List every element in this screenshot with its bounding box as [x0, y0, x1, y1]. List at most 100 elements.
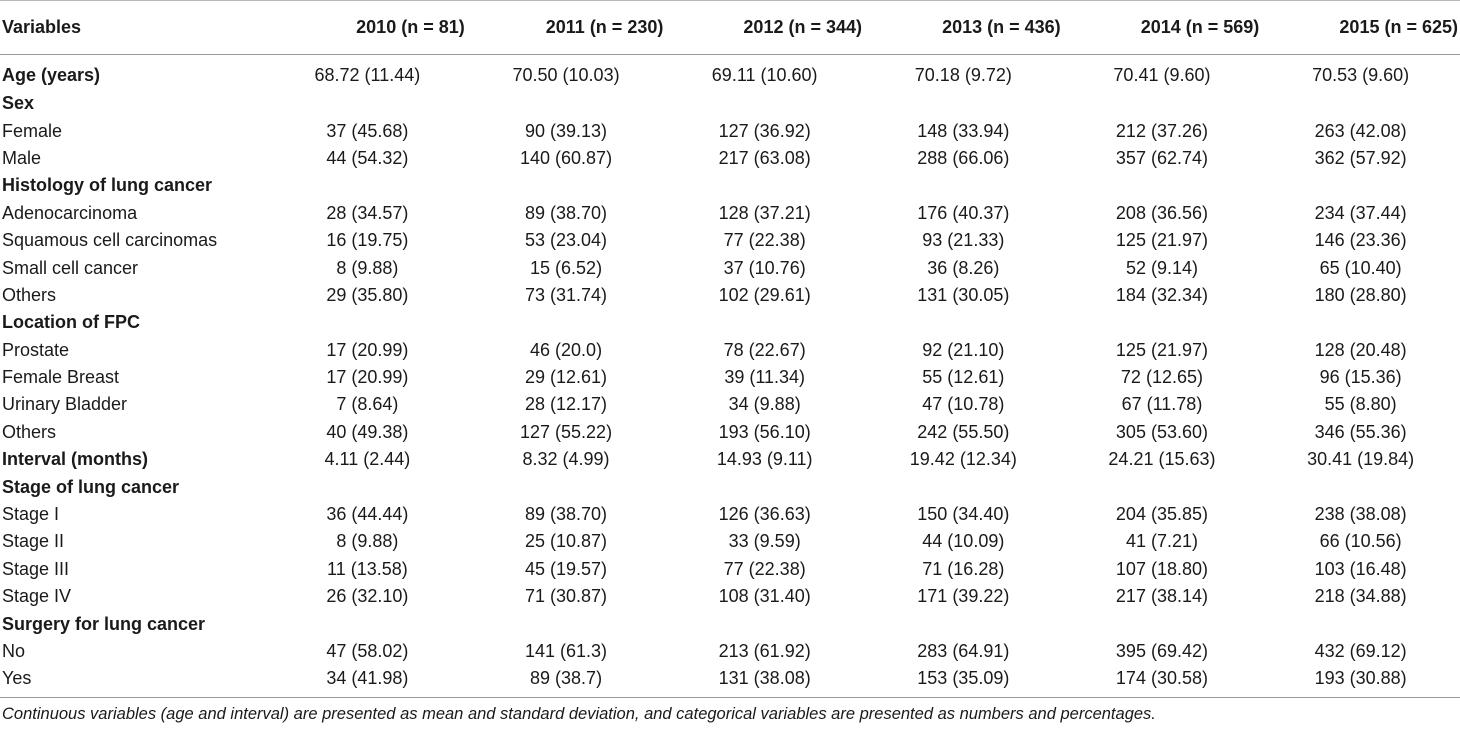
column-header-variables: Variables: [0, 0, 269, 55]
table-cell: 89 (38.7): [466, 665, 666, 698]
table-cell: 92 (21.10): [922, 339, 1005, 360]
table-row: Others 40 (49.38) 127 (55.22) 193 (56.10) 24…: [0, 419, 1460, 446]
table-cell: [864, 172, 1063, 199]
table-cell: 176 (40.37): [917, 202, 1010, 223]
table-cell: 29 (35.80): [326, 284, 409, 305]
table-cell: [467, 172, 666, 199]
column-header-2011: 2011 (n = 230): [466, 0, 666, 55]
table-cell: 70.53 (9.60): [1312, 65, 1410, 85]
table-cell: 45 (19.57): [525, 558, 608, 579]
table-cell: 174 (30.58): [1062, 665, 1262, 698]
table-row: Male 44 (54.32) 140 (60.87) 217 (63.08) 288 …: [0, 145, 1460, 172]
table-cell: [268, 172, 467, 199]
table-cell: 70.50 (10.03): [512, 65, 620, 85]
column-header-2015: 2015 (n = 625): [1261, 0, 1460, 55]
table-cell: 44 (10.09): [922, 531, 1005, 552]
table-cell: 4.11 (2.44): [324, 449, 411, 470]
row-label: Age (years): [2, 65, 101, 85]
table-row: Female Breast 17 (20.99) 29 (12.61) 39 (11.…: [0, 364, 1460, 391]
row-label: Female: [2, 120, 63, 141]
table-row: Adenocarcinoma 28 (34.57) 89 (38.70) 128 (3…: [0, 200, 1460, 227]
row-label: Stage III: [2, 558, 70, 579]
column-header-2012: 2012 (n = 344): [665, 0, 864, 55]
table-cell: 15 (6.52): [530, 257, 603, 278]
table-cell: 71 (16.28): [922, 558, 1005, 579]
table-cell: 362 (57.92): [1314, 147, 1407, 168]
table-cell: 305 (53.60): [1115, 421, 1208, 442]
table-cell: 238 (38.08): [1314, 504, 1407, 525]
table-cell: 44 (54.32): [326, 147, 409, 168]
row-label: Female Breast: [2, 367, 120, 388]
table-cell: 30.41 (19.84): [1307, 449, 1415, 470]
table-cell: 126 (36.63): [718, 504, 811, 525]
table-cell: [665, 309, 864, 336]
header-row: Variables 2010 (n = 81) 2011 (n = 230) 2…: [0, 0, 1460, 55]
table-cell: 89 (38.70): [525, 202, 608, 223]
table-cell: 8 (9.88): [336, 257, 399, 278]
table-cell: [1261, 172, 1460, 199]
table-cell: 288 (66.06): [917, 147, 1010, 168]
column-header-2010: 2010 (n = 81): [268, 0, 467, 55]
table-cell: 34 (41.98): [268, 665, 467, 698]
table-cell: 11 (13.58): [327, 558, 408, 579]
table-cell: 234 (37.44): [1314, 202, 1407, 223]
table-cell: [665, 90, 864, 117]
table-cell: 242 (55.50): [917, 421, 1010, 442]
table-cell: [1063, 309, 1262, 336]
table-cell: 217 (38.14): [1115, 586, 1208, 607]
table-cell: [864, 473, 1063, 500]
section-label: Surgery for lung cancer: [2, 613, 206, 634]
table-cell: 40 (49.38): [326, 421, 409, 442]
table-cell: [467, 473, 666, 500]
table-cell: 346 (55.36): [1314, 421, 1407, 442]
table-cell: 204 (35.85): [1115, 504, 1208, 525]
table-cell: 357 (62.74): [1115, 147, 1208, 168]
table-cell: 107 (18.80): [1115, 558, 1208, 579]
table-cell: 7 (8.64): [336, 394, 399, 415]
table-cell: 28 (12.17): [525, 394, 608, 415]
section-label: Sex: [2, 93, 35, 114]
table-cell: [1063, 172, 1262, 199]
table-body: Age (years) 68.72 (11.44) 70.50 (10.03) 69.…: [0, 55, 1460, 698]
table-cell: [268, 90, 467, 117]
table-cell: [1063, 90, 1262, 117]
table-cell: 184 (32.34): [1115, 284, 1208, 305]
table-cell: 52 (9.14): [1125, 257, 1198, 278]
table-cell: 29 (12.61): [525, 367, 608, 388]
table-cell: 78 (22.67): [723, 339, 806, 360]
table-cell: 17 (20.99): [326, 339, 409, 360]
table-cell: 77 (22.38): [723, 230, 806, 251]
table-cell: 8.32 (4.99): [522, 449, 610, 470]
table-cell: 39 (11.34): [724, 367, 806, 388]
table-cell: [268, 610, 467, 637]
row-label: Stage IV: [2, 586, 72, 607]
table-cell: 102 (29.61): [718, 284, 811, 305]
table-cell: 125 (21.97): [1115, 339, 1208, 360]
table-cell: [467, 309, 666, 336]
table-cell: [1063, 610, 1262, 637]
table-cell: 34 (9.88): [728, 394, 801, 415]
table-row: No 47 (58.02) 141 (61.3) 213 (61.92) 283 (64…: [0, 638, 1460, 665]
table-cell: 69.11 (10.60): [711, 65, 818, 85]
table-cell: 19.42 (12.34): [909, 449, 1017, 470]
row-label: Male: [2, 147, 42, 168]
table-cell: 193 (56.10): [718, 421, 811, 442]
table-cell: [665, 172, 864, 199]
table-cell: 153 (35.09): [864, 665, 1063, 698]
table-cell: [864, 90, 1063, 117]
table-cell: 25 (10.87): [525, 531, 608, 552]
table-cell: 131 (38.08): [665, 665, 864, 698]
table-cell: 140 (60.87): [520, 147, 613, 168]
table-cell: 17 (20.99): [326, 367, 409, 388]
table-cell: 36 (8.26): [927, 257, 1000, 278]
table-cell: 125 (21.97): [1115, 230, 1208, 251]
column-header-2014: 2014 (n = 569): [1062, 0, 1262, 55]
section-label: Location of FPC: [2, 312, 140, 333]
table-cell: 193 (30.88): [1261, 665, 1460, 698]
table-cell: [467, 610, 666, 637]
row-label: Small cell cancer: [2, 257, 139, 278]
table-cell: [665, 473, 864, 500]
table-cell: 72 (12.65): [1120, 367, 1203, 388]
table-row: Stage I 36 (44.44) 89 (38.70) 126 (36.63) 15…: [0, 501, 1460, 528]
